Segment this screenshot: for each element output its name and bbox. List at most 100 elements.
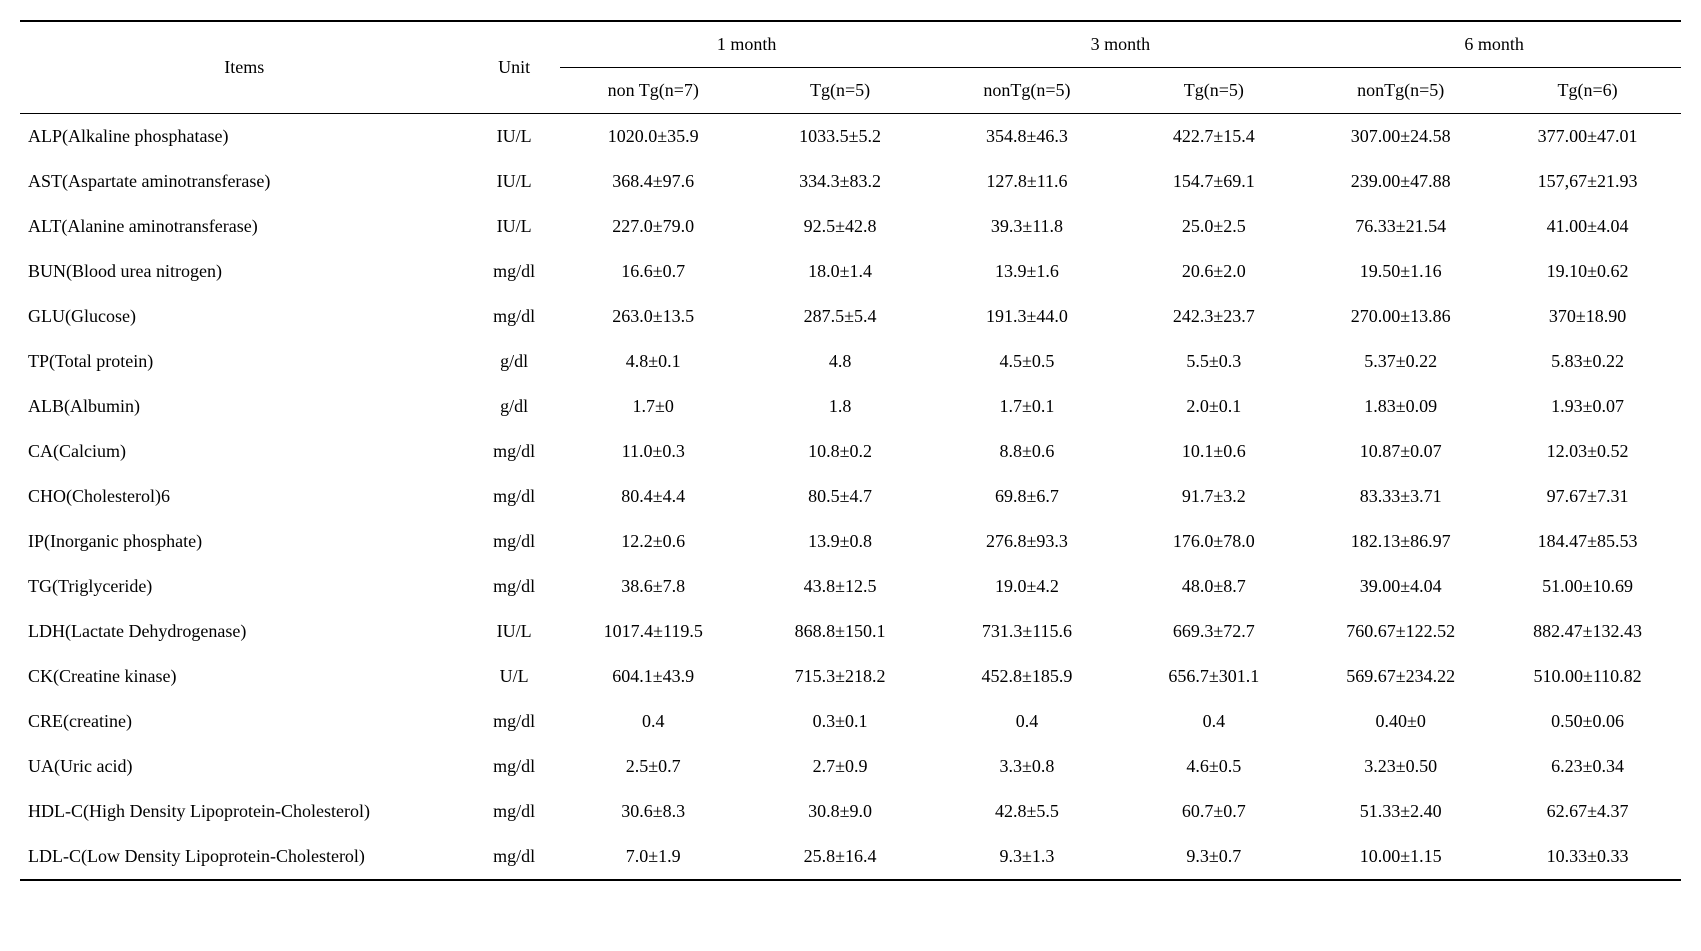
cell-value: 9.3±0.7 [1120,834,1307,880]
col-header-items: Items [20,21,468,114]
cell-unit: mg/dl [468,429,559,474]
cell-value: 1.7±0 [560,384,747,429]
cell-value: 25.8±16.4 [747,834,934,880]
cell-value: 13.9±0.8 [747,519,934,564]
cell-item: BUN(Blood urea nitrogen) [20,249,468,294]
cell-value: 60.7±0.7 [1120,789,1307,834]
cell-value: 3.3±0.8 [934,744,1121,789]
cell-item: ALB(Albumin) [20,384,468,429]
col-header-period-3: 6 month [1307,21,1681,68]
cell-value: 5.37±0.22 [1307,339,1494,384]
table-row: CA(Calcium)mg/dl11.0±0.310.8±0.28.8±0.61… [20,429,1681,474]
cell-value: 3.23±0.50 [1307,744,1494,789]
table-row: UA(Uric acid)mg/dl2.5±0.72.7±0.93.3±0.84… [20,744,1681,789]
cell-value: 0.4 [560,699,747,744]
col-header-period-2: 3 month [934,21,1308,68]
table-row: CHO(Cholesterol)6mg/dl80.4±4.480.5±4.769… [20,474,1681,519]
cell-item: UA(Uric acid) [20,744,468,789]
cell-unit: mg/dl [468,564,559,609]
cell-item: ALT(Alanine aminotransferase) [20,204,468,249]
cell-value: 242.3±23.7 [1120,294,1307,339]
cell-value: 354.8±46.3 [934,114,1121,160]
cell-unit: g/dl [468,339,559,384]
cell-value: 11.0±0.3 [560,429,747,474]
cell-unit: IU/L [468,204,559,249]
cell-value: 157,67±21.93 [1494,159,1681,204]
table-row: ALT(Alanine aminotransferase)IU/L227.0±7… [20,204,1681,249]
cell-unit: IU/L [468,609,559,654]
cell-value: 760.67±122.52 [1307,609,1494,654]
cell-value: 334.3±83.2 [747,159,934,204]
cell-unit: mg/dl [468,744,559,789]
cell-value: 91.7±3.2 [1120,474,1307,519]
cell-value: 2.5±0.7 [560,744,747,789]
cell-value: 2.0±0.1 [1120,384,1307,429]
col-header-period-1: 1 month [560,21,934,68]
cell-value: 13.9±1.6 [934,249,1121,294]
cell-value: 83.33±3.71 [1307,474,1494,519]
cell-value: 10.1±0.6 [1120,429,1307,474]
cell-value: 92.5±42.8 [747,204,934,249]
cell-value: 69.8±6.7 [934,474,1121,519]
cell-value: 1020.0±35.9 [560,114,747,160]
cell-value: 10.87±0.07 [1307,429,1494,474]
cell-value: 270.00±13.86 [1307,294,1494,339]
cell-value: 12.03±0.52 [1494,429,1681,474]
cell-unit: mg/dl [468,834,559,880]
cell-item: GLU(Glucose) [20,294,468,339]
cell-value: 368.4±97.6 [560,159,747,204]
col-header-unit: Unit [468,21,559,114]
cell-value: 76.33±21.54 [1307,204,1494,249]
table-row: ALB(Albumin)g/dl1.7±01.81.7±0.12.0±0.11.… [20,384,1681,429]
cell-unit: mg/dl [468,294,559,339]
cell-value: 0.3±0.1 [747,699,934,744]
cell-value: 669.3±72.7 [1120,609,1307,654]
biochem-table: Items Unit 1 month 3 month 6 month non T… [20,20,1681,881]
cell-value: 19.0±4.2 [934,564,1121,609]
cell-value: 0.40±0 [1307,699,1494,744]
cell-value: 25.0±2.5 [1120,204,1307,249]
cell-value: 10.33±0.33 [1494,834,1681,880]
cell-value: 1.83±0.09 [1307,384,1494,429]
cell-value: 16.6±0.7 [560,249,747,294]
cell-item: TP(Total protein) [20,339,468,384]
cell-unit: mg/dl [468,699,559,744]
cell-unit: g/dl [468,384,559,429]
cell-value: 19.10±0.62 [1494,249,1681,294]
cell-value: 30.8±9.0 [747,789,934,834]
cell-value: 2.7±0.9 [747,744,934,789]
cell-value: 182.13±86.97 [1307,519,1494,564]
table-header: Items Unit 1 month 3 month 6 month non T… [20,21,1681,114]
sub-header: non Tg(n=7) [560,68,747,114]
cell-value: 307.00±24.58 [1307,114,1494,160]
cell-value: 97.67±7.31 [1494,474,1681,519]
cell-item: CHO(Cholesterol)6 [20,474,468,519]
table-row: CRE(creatine)mg/dl0.40.3±0.10.40.40.40±0… [20,699,1681,744]
cell-value: 882.47±132.43 [1494,609,1681,654]
cell-unit: mg/dl [468,789,559,834]
table-row: ALP(Alkaline phosphatase)IU/L1020.0±35.9… [20,114,1681,160]
cell-item: ALP(Alkaline phosphatase) [20,114,468,160]
table-row: TG(Triglyceride)mg/dl38.6±7.843.8±12.519… [20,564,1681,609]
table-row: TP(Total protein)g/dl4.8±0.14.84.5±0.55.… [20,339,1681,384]
cell-value: 1.93±0.07 [1494,384,1681,429]
cell-value: 239.00±47.88 [1307,159,1494,204]
cell-item: HDL-C(High Density Lipoprotein-Cholester… [20,789,468,834]
table-row: LDL-C(Low Density Lipoprotein-Cholestero… [20,834,1681,880]
cell-unit: IU/L [468,114,559,160]
cell-item: LDL-C(Low Density Lipoprotein-Cholestero… [20,834,468,880]
sub-header: Tg(n=5) [747,68,934,114]
cell-value: 176.0±78.0 [1120,519,1307,564]
cell-value: 287.5±5.4 [747,294,934,339]
cell-value: 0.50±0.06 [1494,699,1681,744]
cell-value: 39.3±11.8 [934,204,1121,249]
cell-value: 227.0±79.0 [560,204,747,249]
table-row: BUN(Blood urea nitrogen)mg/dl16.6±0.718.… [20,249,1681,294]
cell-value: 18.0±1.4 [747,249,934,294]
cell-value: 263.0±13.5 [560,294,747,339]
cell-value: 604.1±43.9 [560,654,747,699]
cell-value: 48.0±8.7 [1120,564,1307,609]
cell-value: 715.3±218.2 [747,654,934,699]
cell-value: 1.8 [747,384,934,429]
cell-item: TG(Triglyceride) [20,564,468,609]
